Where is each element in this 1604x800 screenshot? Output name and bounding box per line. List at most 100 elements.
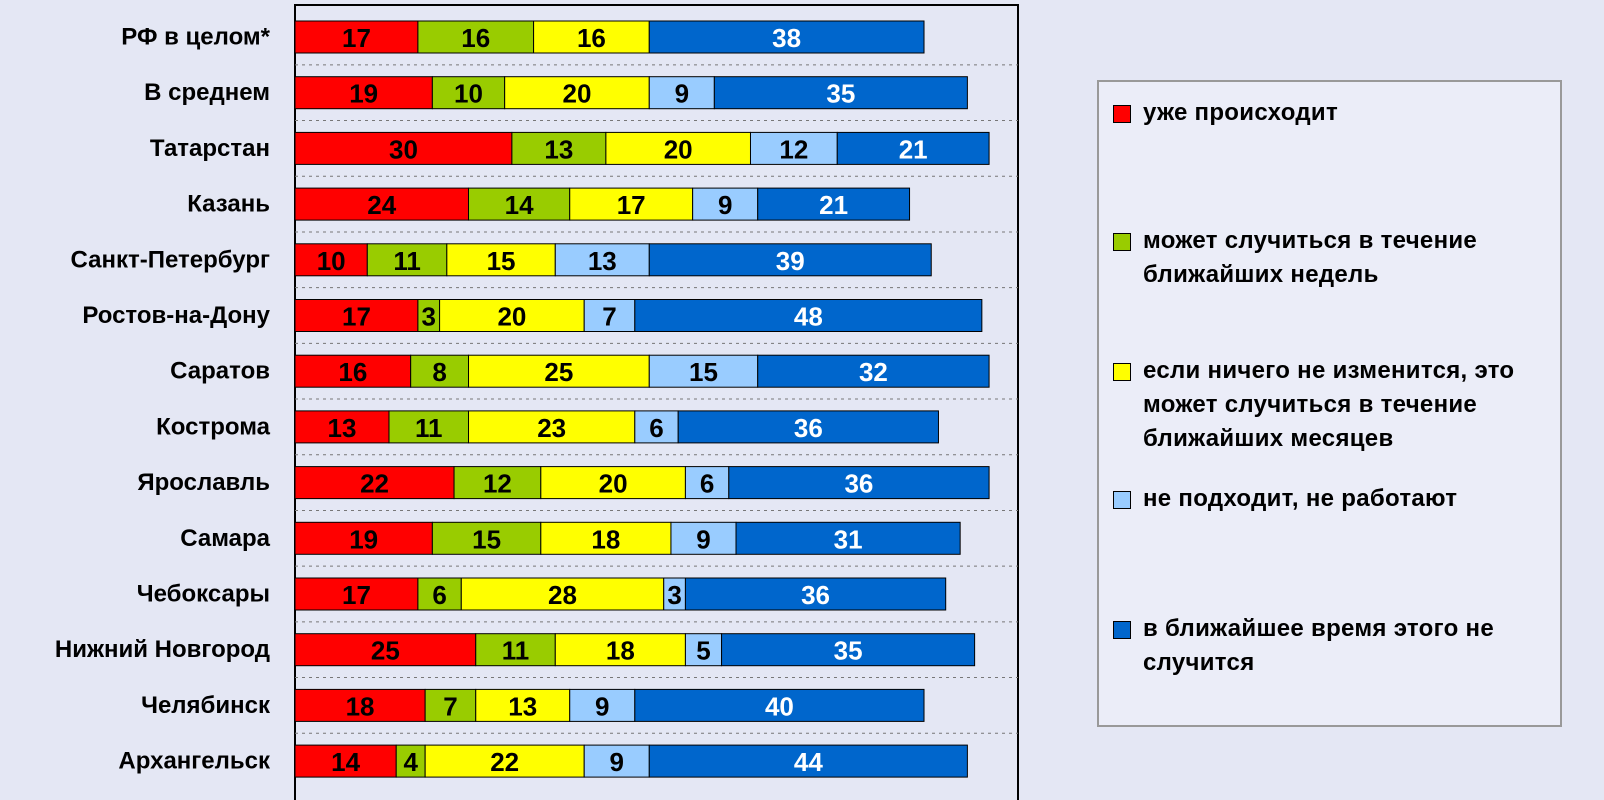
bar-segment: [684, 633, 723, 667]
bar-segment: [721, 633, 976, 667]
bar-segment: [431, 521, 542, 555]
value-label: 6: [649, 413, 663, 443]
value-label: 17: [617, 190, 646, 220]
value-label: 18: [591, 524, 620, 554]
value-label: 9: [675, 79, 689, 109]
bar-segment: [294, 243, 368, 277]
bar-segment: [605, 131, 751, 165]
bar-segment: [836, 131, 990, 165]
value-label: 21: [819, 190, 848, 220]
legend: уже происходит может случиться в течение …: [1097, 80, 1562, 727]
value-label: 17: [342, 580, 371, 610]
value-label: 31: [834, 524, 863, 554]
value-label: 3: [422, 302, 436, 332]
value-label: 28: [548, 580, 577, 610]
legend-item: если ничего не изменится, это может случ…: [1113, 354, 1553, 456]
category-label: Татарстан: [150, 135, 270, 162]
bar-segment: [294, 131, 513, 165]
legend-item: уже происходит: [1113, 96, 1553, 130]
value-label: 9: [718, 190, 732, 220]
bar-segment: [684, 577, 947, 611]
value-label: 24: [367, 190, 396, 220]
value-label: 17: [342, 302, 371, 332]
bar-segment: [410, 354, 470, 388]
category-label: Казань: [187, 191, 270, 218]
value-label: 8: [432, 357, 446, 387]
value-label: 13: [588, 246, 617, 276]
value-label: 22: [360, 469, 389, 499]
category-label: Кострома: [156, 413, 271, 440]
category-label: Самара: [180, 525, 270, 552]
value-label: 16: [577, 23, 606, 53]
category-label: В среднем: [144, 79, 270, 106]
value-label: 25: [371, 636, 400, 666]
value-label: 39: [776, 246, 805, 276]
bar-segment: [395, 744, 426, 778]
bar-segment: [735, 521, 961, 555]
value-label: 13: [328, 413, 357, 443]
category-label: Ростов-на-Дону: [82, 302, 270, 329]
value-label: 14: [505, 190, 534, 220]
value-label: 38: [772, 23, 801, 53]
bar-segment: [475, 633, 556, 667]
value-label: 6: [432, 580, 446, 610]
chart: РФ в целом* 17 16 16 38В среднем 19 10 20 9 35Тат…: [55, 4, 1019, 800]
value-label: 4: [403, 747, 418, 777]
legend-label: не подходит, не работают: [1143, 485, 1458, 512]
bar-segment: [713, 76, 968, 110]
category-label: РФ в целом*: [121, 24, 270, 51]
bar-segment: [648, 76, 715, 110]
bar-segment: [540, 521, 672, 555]
bar-segment: [684, 466, 730, 500]
value-label: 44: [794, 747, 823, 777]
category-label: Санкт-Петербург: [71, 246, 270, 273]
legend-label: в ближайшее время этого не случится: [1143, 615, 1494, 676]
bar-segment: [533, 20, 650, 54]
value-label: 15: [487, 246, 516, 276]
bar-segment: [431, 76, 506, 110]
value-label: 35: [834, 636, 863, 666]
bar-segment: [460, 577, 665, 611]
value-label: 7: [443, 691, 457, 721]
value-label: 35: [826, 79, 855, 109]
bar-segment: [424, 688, 477, 722]
legend-item: может случиться в течение ближайших неде…: [1113, 224, 1553, 292]
bar-segment: [294, 354, 412, 388]
category-label: Челябинск: [141, 692, 271, 719]
bar-segment: [294, 744, 397, 778]
bar-segment: [366, 243, 448, 277]
bar-segment: [511, 131, 607, 165]
value-label: 20: [599, 469, 628, 499]
bar-segment: [468, 187, 571, 221]
value-label: 21: [899, 134, 928, 164]
bar-segment: [475, 688, 571, 722]
category-label: Архангельск: [118, 748, 271, 775]
value-label: 7: [602, 302, 616, 332]
value-label: 17: [342, 23, 371, 53]
value-label: 16: [461, 23, 490, 53]
value-label: 25: [544, 357, 573, 387]
value-label: 36: [844, 469, 873, 499]
value-label: 22: [490, 747, 519, 777]
bar-segment: [677, 410, 939, 444]
value-label: 10: [454, 79, 483, 109]
bar-segment: [446, 243, 556, 277]
bar-segment: [417, 577, 462, 611]
bar-segment: [670, 521, 737, 555]
bar-segment: [757, 187, 911, 221]
bar-segment: [648, 744, 968, 778]
value-label: 11: [502, 636, 530, 666]
value-label: 14: [331, 747, 360, 777]
bar-segment: [294, 187, 470, 221]
bar-segment: [634, 299, 983, 332]
value-label: 36: [794, 413, 823, 443]
bar-segment: [749, 131, 838, 165]
value-label: 18: [346, 691, 375, 721]
value-label: 6: [700, 469, 714, 499]
value-label: 32: [859, 357, 888, 387]
bar-segment: [294, 410, 390, 444]
bar-segment: [648, 354, 759, 388]
value-label: 5: [696, 636, 710, 666]
value-label: 40: [765, 691, 794, 721]
legend-label: может случиться в течение ближайших неде…: [1143, 227, 1478, 288]
